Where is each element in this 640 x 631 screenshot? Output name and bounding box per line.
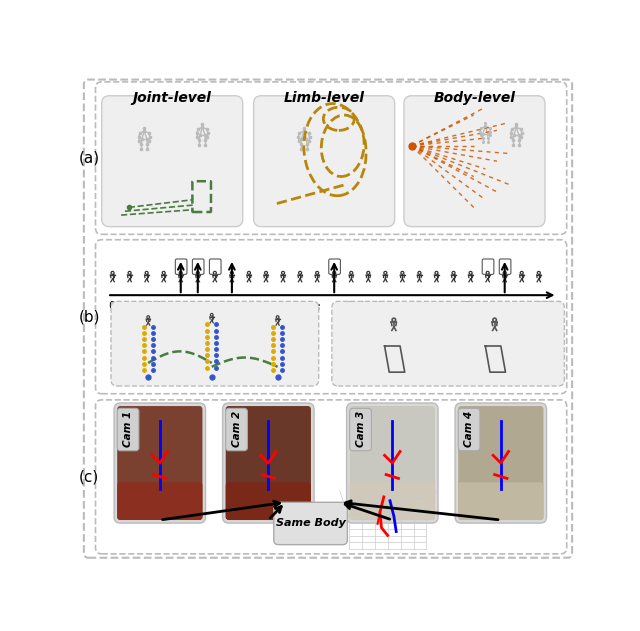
FancyBboxPatch shape — [114, 403, 205, 523]
Text: Joint-level: Joint-level — [132, 91, 212, 105]
Text: Cam 4: Cam 4 — [464, 411, 474, 447]
Text: 0: 0 — [108, 300, 115, 310]
FancyBboxPatch shape — [95, 400, 566, 554]
FancyBboxPatch shape — [347, 403, 438, 523]
FancyBboxPatch shape — [117, 406, 202, 520]
FancyBboxPatch shape — [349, 408, 371, 451]
FancyBboxPatch shape — [102, 96, 243, 227]
FancyBboxPatch shape — [458, 482, 543, 520]
FancyBboxPatch shape — [404, 96, 545, 227]
FancyBboxPatch shape — [226, 482, 311, 520]
FancyBboxPatch shape — [332, 302, 564, 386]
FancyBboxPatch shape — [117, 482, 202, 520]
FancyBboxPatch shape — [95, 82, 566, 234]
Text: Cam 2: Cam 2 — [232, 411, 241, 447]
FancyBboxPatch shape — [223, 403, 314, 523]
FancyBboxPatch shape — [226, 408, 248, 451]
Text: (a): (a) — [79, 151, 100, 165]
Text: Body-level: Body-level — [433, 91, 515, 105]
FancyBboxPatch shape — [349, 406, 435, 520]
Text: Cam 3: Cam 3 — [356, 411, 365, 447]
Text: 4.86s: 4.86s — [525, 300, 556, 310]
FancyBboxPatch shape — [274, 502, 348, 545]
Text: (b): (b) — [79, 309, 100, 324]
FancyBboxPatch shape — [95, 240, 566, 394]
FancyBboxPatch shape — [84, 80, 572, 558]
Text: (c): (c) — [79, 469, 99, 485]
FancyBboxPatch shape — [455, 403, 547, 523]
FancyBboxPatch shape — [458, 406, 543, 520]
FancyBboxPatch shape — [117, 408, 139, 451]
FancyBboxPatch shape — [458, 408, 480, 451]
Text: Same Body: Same Body — [276, 519, 346, 529]
FancyBboxPatch shape — [349, 482, 435, 520]
FancyBboxPatch shape — [226, 406, 311, 520]
Text: Local instantaneous features: Local instantaneous features — [115, 302, 320, 314]
Text: Cam 1: Cam 1 — [123, 411, 133, 447]
Text: Limb-level: Limb-level — [284, 91, 365, 105]
FancyBboxPatch shape — [253, 96, 395, 227]
FancyBboxPatch shape — [111, 302, 319, 386]
Text: Global coherence features: Global coherence features — [336, 302, 522, 314]
